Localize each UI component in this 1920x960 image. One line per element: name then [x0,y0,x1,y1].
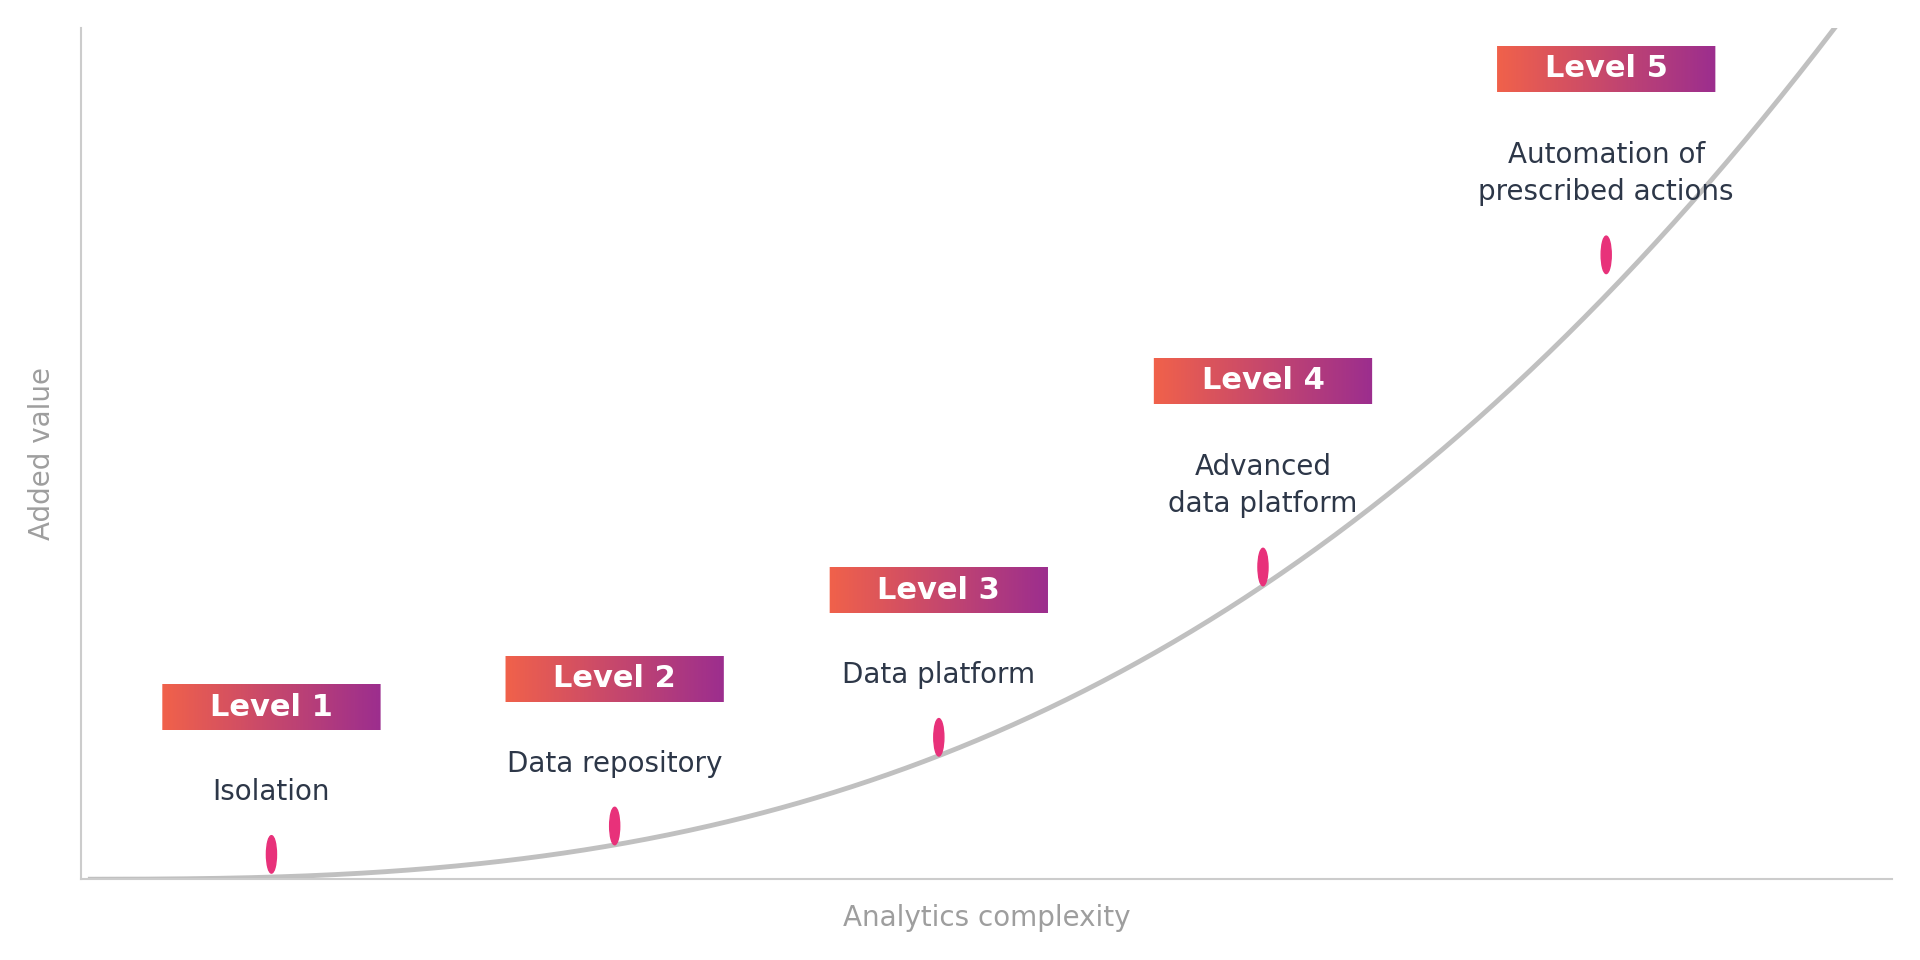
Circle shape [267,835,276,874]
Circle shape [1601,236,1611,274]
Text: Automation of
prescribed actions: Automation of prescribed actions [1478,141,1734,205]
Circle shape [611,807,620,845]
Text: Data platform: Data platform [843,661,1035,689]
Text: Level 3: Level 3 [877,576,1000,605]
Y-axis label: Added value: Added value [27,367,56,540]
Text: Level 1: Level 1 [209,693,332,722]
Text: Advanced
data platform: Advanced data platform [1167,453,1357,517]
Circle shape [1258,548,1267,586]
Text: Data repository: Data repository [507,750,722,778]
Circle shape [933,719,945,756]
Text: Level 5: Level 5 [1546,54,1668,84]
Text: Level 2: Level 2 [553,664,676,693]
Text: Level 4: Level 4 [1202,367,1325,396]
X-axis label: Analytics complexity: Analytics complexity [843,904,1131,932]
Text: Isolation: Isolation [213,779,330,806]
